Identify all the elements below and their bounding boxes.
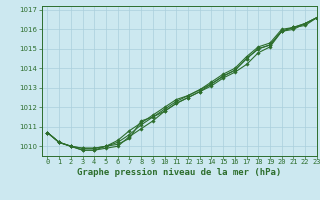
X-axis label: Graphe pression niveau de la mer (hPa): Graphe pression niveau de la mer (hPa) <box>77 168 281 177</box>
